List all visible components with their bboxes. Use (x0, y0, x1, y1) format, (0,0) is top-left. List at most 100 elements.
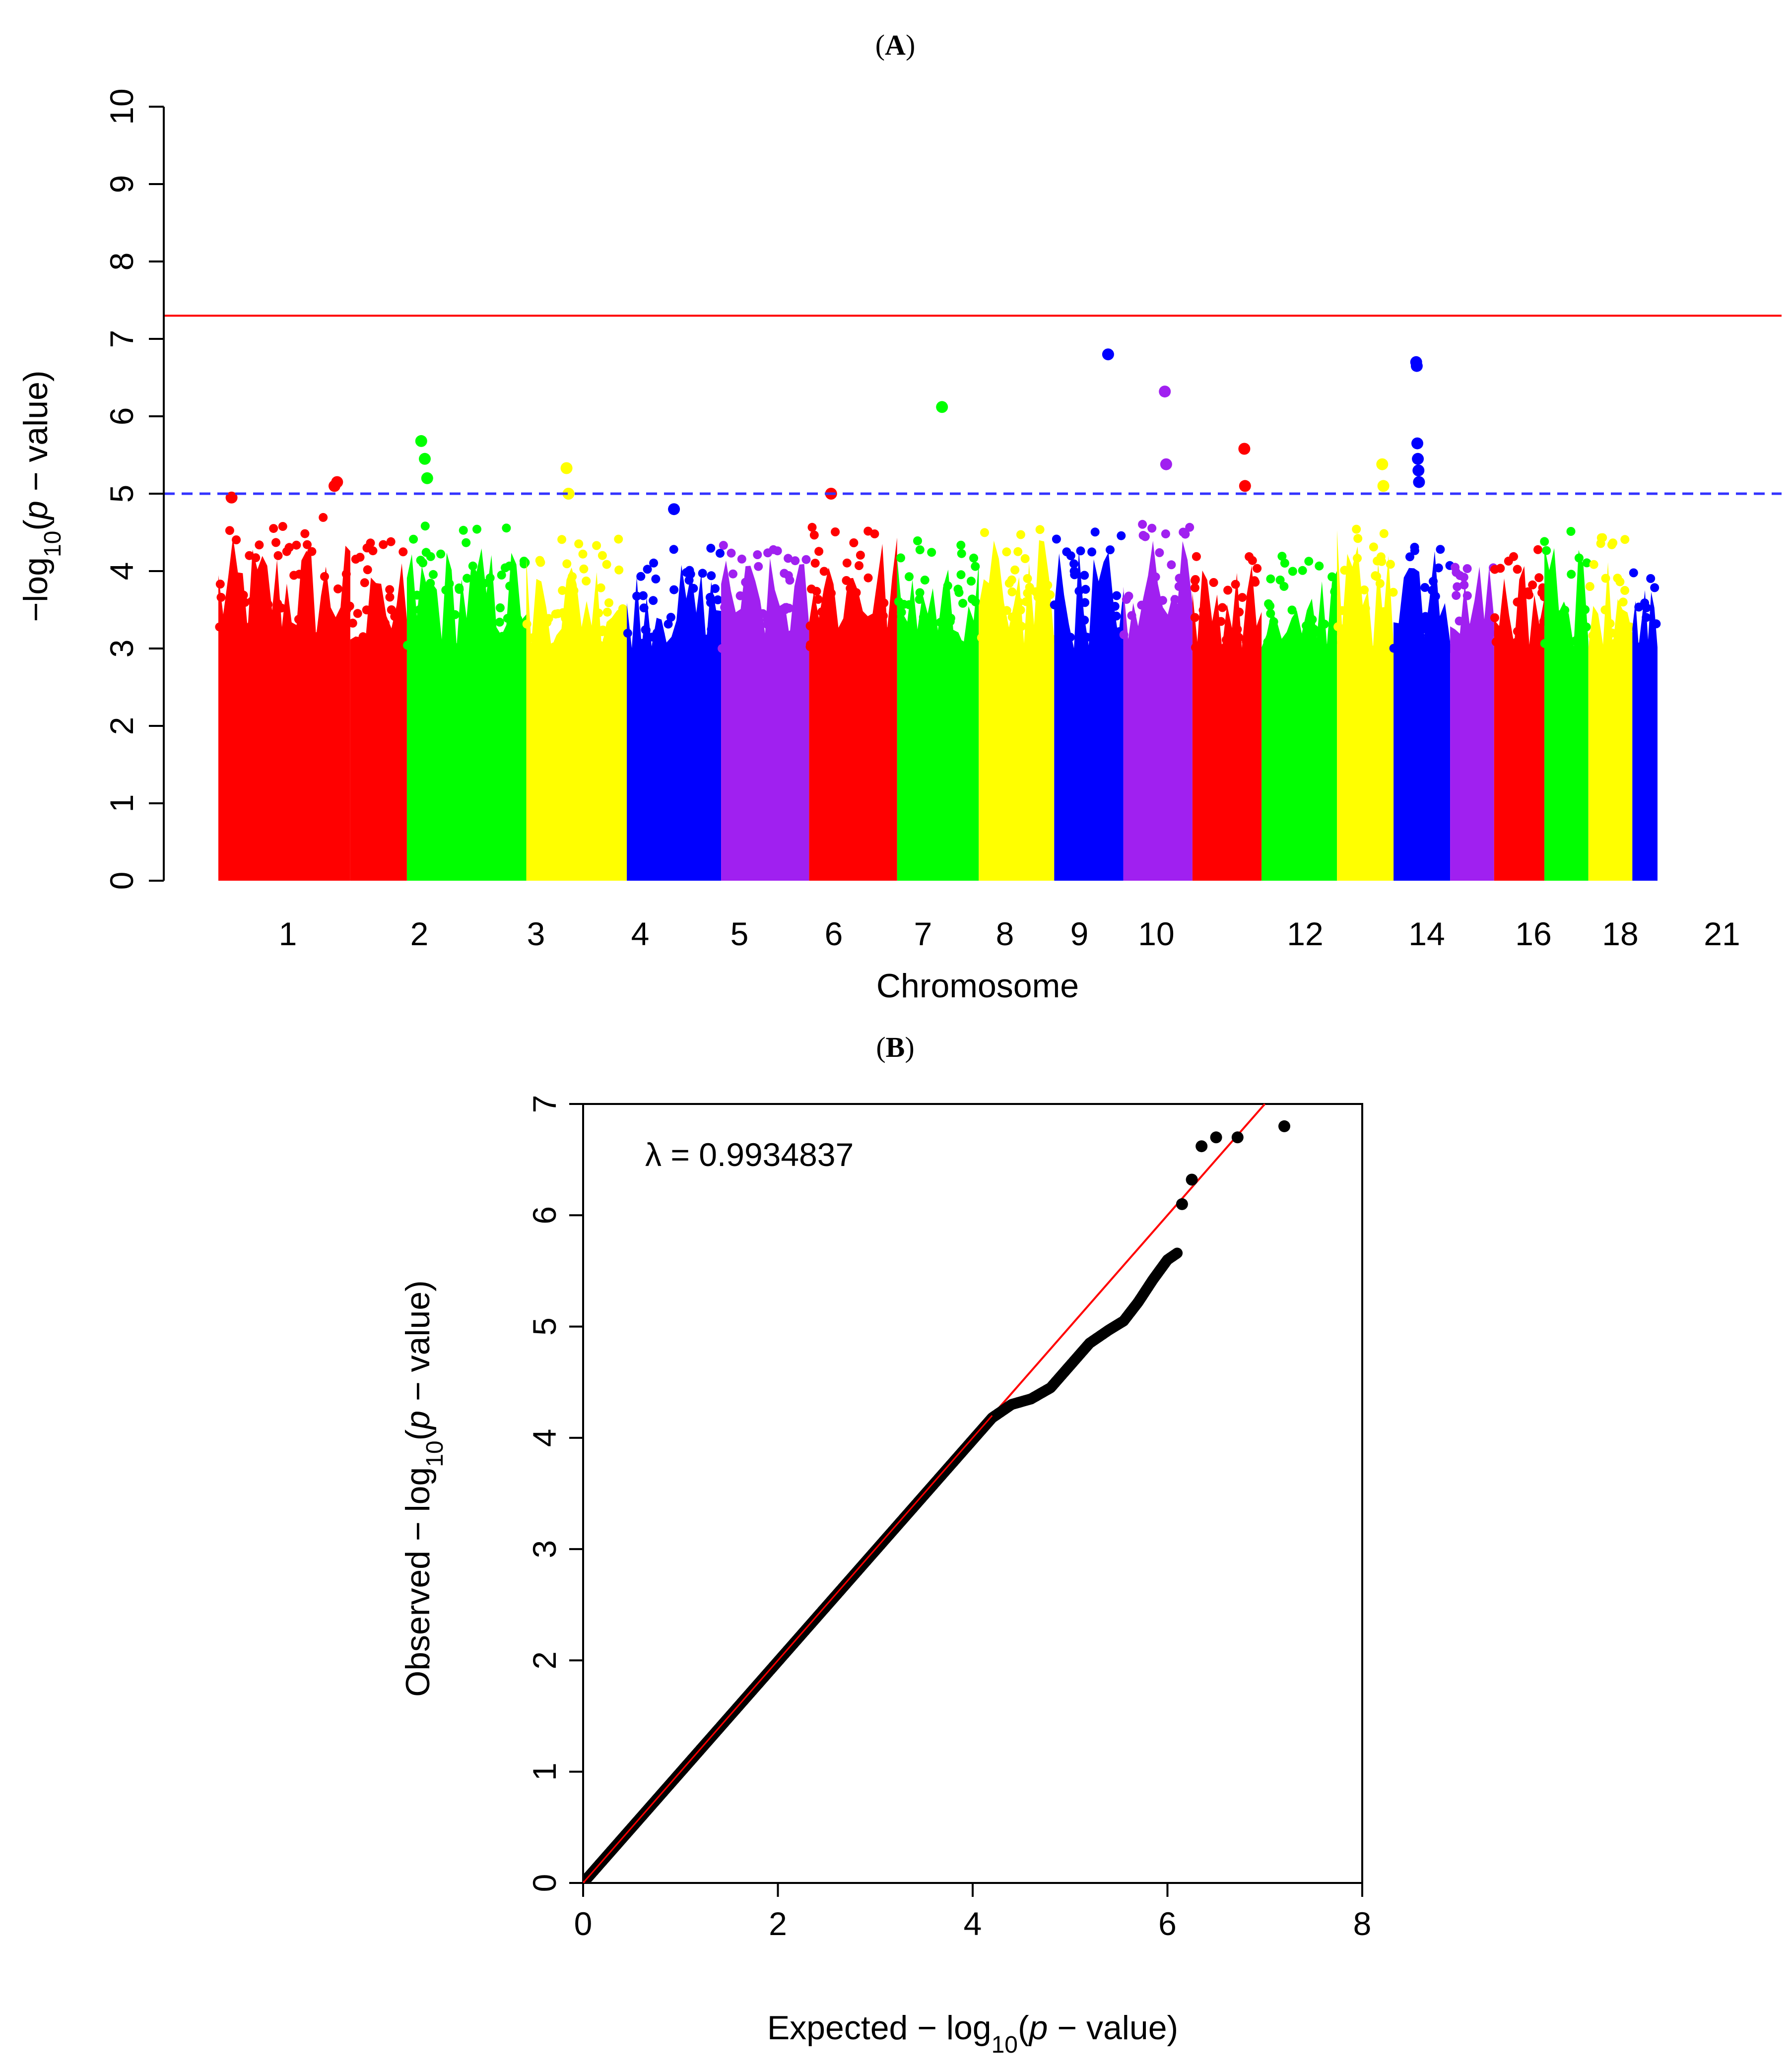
snp-point (1245, 621, 1255, 631)
snp-point (1434, 563, 1443, 573)
snp-point (301, 626, 311, 635)
snp-point (1234, 633, 1244, 642)
snp-point (355, 553, 365, 562)
snp-point (669, 585, 679, 594)
snp-point (1143, 644, 1153, 653)
snp-point (426, 579, 435, 588)
snp-point (602, 607, 612, 617)
snp-point (1404, 590, 1413, 599)
snp-point (1200, 619, 1209, 628)
snp-point (528, 633, 537, 643)
snp-point (1221, 635, 1231, 645)
snp-point (1219, 644, 1229, 653)
snp-point (779, 644, 789, 653)
significant-snp-point (1160, 458, 1172, 470)
snp-point (809, 530, 819, 540)
snp-point (1033, 592, 1043, 602)
snp-point (1512, 638, 1521, 647)
snp-point (1038, 602, 1047, 611)
snp-point (1100, 627, 1110, 637)
snp-point (1607, 628, 1617, 638)
qq-y-tick-label: 3 (526, 1540, 563, 1558)
snp-point (1544, 628, 1554, 638)
snp-point (729, 569, 737, 579)
snp-point (421, 548, 431, 557)
snp-point (1533, 545, 1542, 554)
snp-point (602, 636, 612, 645)
significant-snp-point (1411, 437, 1423, 450)
snp-point (969, 553, 979, 563)
chromosome-block (1494, 566, 1545, 881)
manhattan-x-tick-label: 8 (996, 915, 1014, 952)
snp-point (1328, 638, 1337, 648)
snp-point (433, 641, 443, 650)
snp-point (1309, 624, 1319, 634)
snp-point (1080, 571, 1089, 580)
snp-point (1185, 522, 1194, 532)
snp-point (270, 644, 280, 653)
snp-point (582, 631, 591, 640)
snp-point (795, 585, 804, 594)
snp-point (353, 609, 362, 618)
chromosome-block (1450, 567, 1494, 881)
snp-point (333, 584, 342, 593)
chromosome-block (721, 558, 809, 881)
snp-point (1546, 571, 1555, 580)
snp-point (1600, 605, 1610, 615)
snp-point (1410, 542, 1419, 552)
snp-point (780, 569, 789, 578)
snp-point (653, 641, 663, 650)
snp-point (1419, 624, 1429, 634)
snp-point (1013, 547, 1023, 556)
snp-point (1016, 530, 1025, 539)
snp-point (1376, 624, 1386, 633)
snp-point (596, 583, 605, 592)
snp-point (247, 639, 256, 648)
snp-point (749, 633, 758, 642)
manhattan-points (215, 348, 1661, 881)
snp-point (1097, 642, 1106, 651)
snp-point (501, 563, 510, 573)
snp-point (559, 609, 568, 619)
snp-point (813, 595, 823, 604)
snp-point (1266, 609, 1275, 618)
qq-y-axis-title: Observed − log10(p − value) (399, 1280, 448, 1697)
snp-point (1002, 606, 1011, 615)
snp-point (1383, 634, 1393, 643)
snp-point (1618, 597, 1628, 607)
qq-points (582, 1120, 1290, 1883)
snp-point (1112, 591, 1122, 600)
snp-point (1076, 546, 1085, 556)
snp-point (684, 576, 694, 585)
qq-x-tick-labels: 0 2 4 6 8 (574, 1905, 1372, 1942)
significant-snp-point (562, 488, 575, 500)
snp-point (1420, 583, 1430, 592)
snp-point (478, 593, 488, 603)
snp-point (741, 578, 750, 587)
snp-point (1182, 635, 1192, 645)
snp-point (721, 583, 730, 593)
qq-x-tick-label: 8 (1353, 1905, 1372, 1942)
snp-point (558, 586, 567, 595)
snp-point (682, 611, 691, 621)
snp-point (574, 539, 584, 549)
snp-point (1020, 554, 1030, 563)
snp-point (307, 547, 317, 556)
snp-point (1567, 570, 1576, 579)
snp-point (229, 594, 239, 604)
snp-point (1451, 563, 1460, 572)
snp-point (656, 630, 665, 639)
snp-point (1545, 609, 1555, 619)
qq-y-tick-label: 6 (526, 1206, 563, 1225)
snp-point (651, 574, 661, 583)
snp-point (643, 565, 652, 574)
snp-point (1090, 527, 1100, 537)
snp-point (753, 642, 763, 651)
snp-point (707, 571, 716, 581)
snp-point (1379, 529, 1389, 538)
snp-point (1056, 618, 1064, 628)
snp-point (1200, 644, 1210, 653)
snp-point (259, 644, 268, 653)
snp-point (954, 588, 964, 597)
snp-point (1611, 638, 1620, 648)
